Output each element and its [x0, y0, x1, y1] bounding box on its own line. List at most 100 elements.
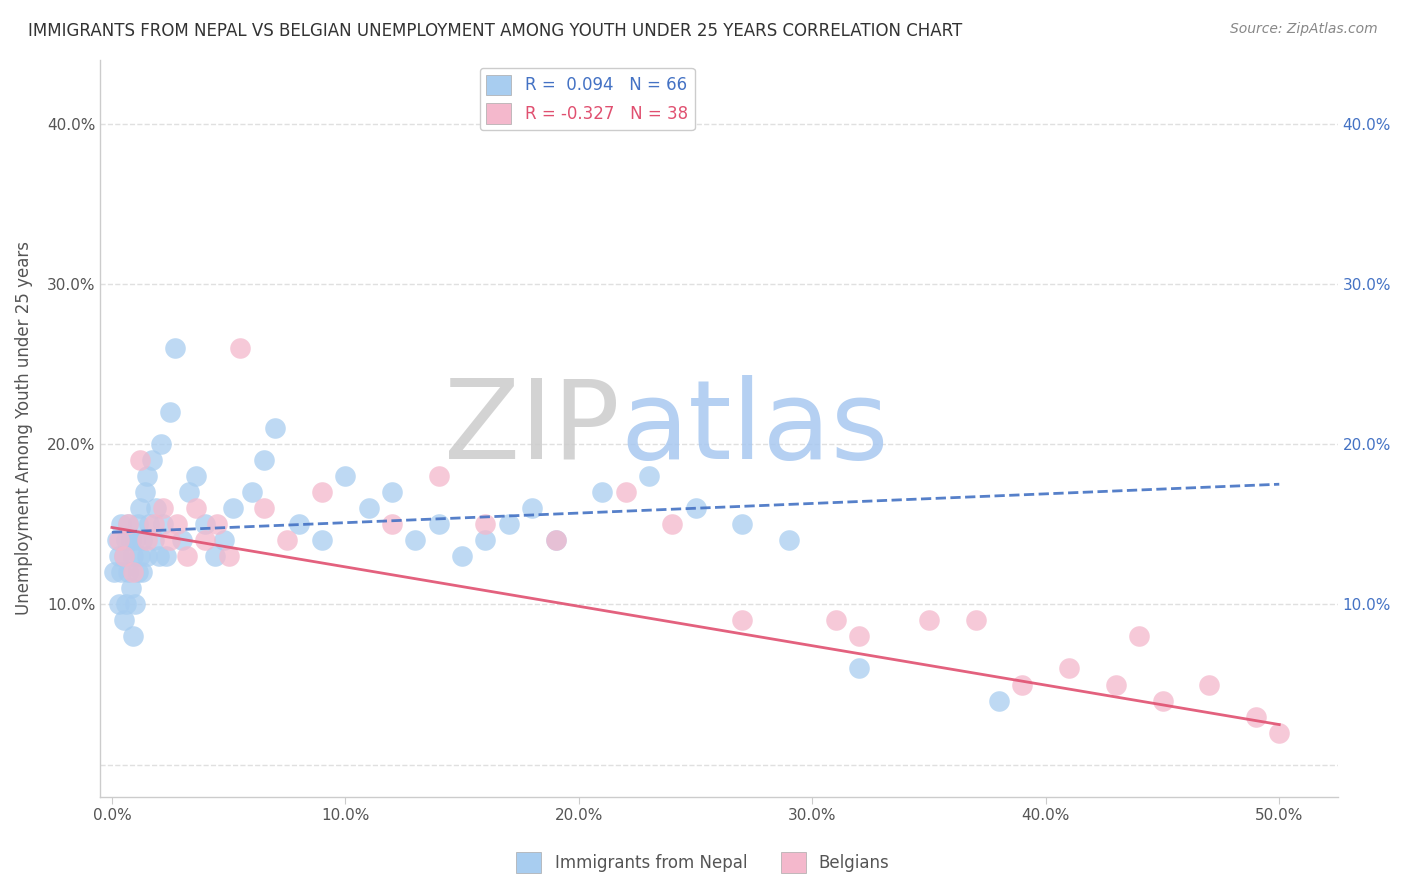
Point — [311, 485, 333, 500]
Point — [115, 533, 138, 548]
Point — [1198, 677, 1220, 691]
Point — [117, 566, 139, 580]
Point — [918, 614, 941, 628]
Point — [120, 582, 142, 596]
Point — [155, 549, 177, 564]
Point — [122, 549, 145, 564]
Point — [965, 614, 987, 628]
Point — [1268, 725, 1291, 739]
Point — [1152, 693, 1174, 707]
Point — [166, 517, 188, 532]
Point — [731, 517, 754, 532]
Point — [122, 629, 145, 643]
Y-axis label: Unemployment Among Youth under 25 years: Unemployment Among Youth under 25 years — [15, 241, 32, 615]
Point — [685, 501, 707, 516]
Point — [138, 517, 160, 532]
Point — [276, 533, 298, 548]
Point — [520, 501, 543, 516]
Point — [848, 661, 870, 675]
Point — [141, 453, 163, 467]
Text: ZIP: ZIP — [444, 375, 620, 482]
Point — [170, 533, 193, 548]
Point — [110, 566, 132, 580]
Point — [222, 501, 245, 516]
Point — [544, 533, 567, 548]
Point — [287, 517, 309, 532]
Point — [240, 485, 263, 500]
Point — [498, 517, 520, 532]
Point — [311, 533, 333, 548]
Point — [103, 566, 125, 580]
Point — [136, 549, 159, 564]
Text: Source: ZipAtlas.com: Source: ZipAtlas.com — [1230, 22, 1378, 37]
Point — [136, 469, 159, 483]
Point — [474, 517, 496, 532]
Point — [194, 517, 217, 532]
Point — [661, 517, 683, 532]
Point — [184, 469, 207, 483]
Point — [177, 485, 200, 500]
Point — [229, 341, 252, 355]
Point — [124, 533, 146, 548]
Point — [129, 549, 152, 564]
Point — [824, 614, 846, 628]
Point — [124, 598, 146, 612]
Point — [1105, 677, 1128, 691]
Point — [404, 533, 426, 548]
Point — [115, 598, 138, 612]
Point — [335, 469, 357, 483]
Point — [152, 517, 174, 532]
Point — [112, 549, 135, 564]
Point — [848, 629, 870, 643]
Point — [212, 533, 235, 548]
Point — [149, 437, 172, 451]
Point — [163, 341, 186, 355]
Point — [142, 533, 165, 548]
Point — [427, 517, 450, 532]
Text: atlas: atlas — [620, 375, 889, 482]
Point — [129, 453, 152, 467]
Point — [127, 566, 149, 580]
Point — [127, 517, 149, 532]
Point — [110, 517, 132, 532]
Point — [148, 549, 170, 564]
Point — [253, 501, 276, 516]
Point — [117, 517, 139, 532]
Point — [1128, 629, 1150, 643]
Legend: R =  0.094   N = 66, R = -0.327   N = 38: R = 0.094 N = 66, R = -0.327 N = 38 — [479, 68, 695, 130]
Point — [731, 614, 754, 628]
Point — [176, 549, 198, 564]
Legend: Immigrants from Nepal, Belgians: Immigrants from Nepal, Belgians — [510, 846, 896, 880]
Point — [357, 501, 380, 516]
Text: IMMIGRANTS FROM NEPAL VS BELGIAN UNEMPLOYMENT AMONG YOUTH UNDER 25 YEARS CORRELA: IMMIGRANTS FROM NEPAL VS BELGIAN UNEMPLO… — [28, 22, 962, 40]
Point — [105, 533, 128, 548]
Point — [381, 485, 404, 500]
Point — [778, 533, 800, 548]
Point — [145, 501, 167, 516]
Point — [120, 533, 142, 548]
Point — [451, 549, 474, 564]
Point — [136, 533, 159, 548]
Point — [474, 533, 496, 548]
Point — [253, 453, 276, 467]
Point — [204, 549, 226, 564]
Point — [131, 533, 153, 548]
Point — [117, 517, 139, 532]
Point — [264, 421, 287, 435]
Point — [638, 469, 661, 483]
Point — [159, 405, 181, 419]
Point — [108, 533, 131, 548]
Point — [129, 501, 152, 516]
Point — [122, 566, 145, 580]
Point — [218, 549, 240, 564]
Point — [142, 517, 165, 532]
Point — [159, 533, 181, 548]
Point — [381, 517, 404, 532]
Point — [591, 485, 613, 500]
Point — [108, 598, 131, 612]
Point — [152, 501, 174, 516]
Point — [131, 566, 153, 580]
Point — [1244, 709, 1267, 723]
Point — [544, 533, 567, 548]
Point — [614, 485, 637, 500]
